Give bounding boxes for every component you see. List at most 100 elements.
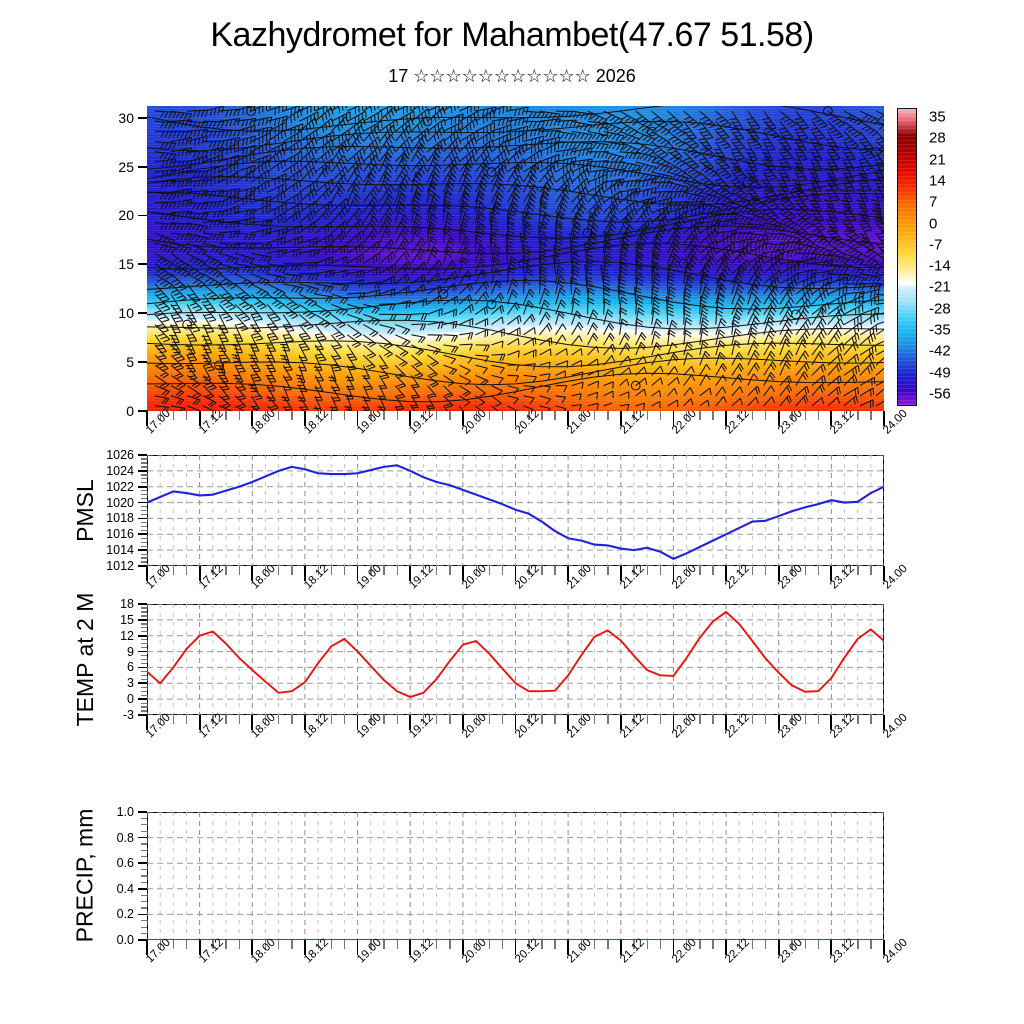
y-tick-label: 1022 xyxy=(106,479,134,494)
x-major-tick xyxy=(409,940,412,955)
x-tick-label: 21.12 xyxy=(617,711,647,741)
x-minor-tick xyxy=(580,411,583,420)
x-tick-label: 18.00 xyxy=(249,936,279,966)
x-major-tick xyxy=(461,940,464,955)
x-minor-tick xyxy=(159,566,162,575)
y-minor-tick xyxy=(141,869,147,871)
x-tick-label: 18.12 xyxy=(301,407,331,437)
x-major-tick xyxy=(725,715,727,730)
x-minor-tick xyxy=(278,566,280,575)
y-major-tick xyxy=(138,454,147,456)
x-minor-tick xyxy=(817,566,820,575)
x-minor-tick xyxy=(593,566,596,575)
x-tick-label: 23.00 xyxy=(775,407,805,437)
x-minor-tick xyxy=(751,715,754,724)
y-tick-label: 0 xyxy=(126,403,134,419)
x-minor-tick xyxy=(383,411,385,420)
x-tick-label: 21.12 xyxy=(617,407,647,437)
x-minor-tick xyxy=(580,940,583,949)
x-minor-tick xyxy=(593,940,596,949)
y-tick-label: 0 xyxy=(127,692,134,707)
x-tick-label: 24.00 xyxy=(881,936,910,966)
x-minor-tick xyxy=(422,566,425,575)
subtitle-year: 2026 xyxy=(595,66,636,86)
x-minor-tick xyxy=(343,715,346,724)
y-minor-tick xyxy=(141,926,147,928)
y-minor-tick xyxy=(141,529,147,532)
y-major-tick xyxy=(138,666,147,669)
x-minor-tick xyxy=(646,411,648,420)
x-minor-tick xyxy=(501,411,504,420)
x-tick-label: 22.12 xyxy=(723,407,752,437)
x-major-tick xyxy=(567,411,570,426)
x-minor-tick xyxy=(501,715,504,724)
colorbar-tick-label: 0 xyxy=(929,215,938,233)
y-minor-tick xyxy=(141,686,147,688)
temperature-colorbar xyxy=(897,108,917,406)
x-minor-tick xyxy=(291,566,293,575)
x-minor-tick xyxy=(844,715,846,724)
x-minor-tick xyxy=(291,940,293,949)
y-major-tick xyxy=(138,410,147,412)
y-minor-tick xyxy=(141,639,147,641)
x-minor-tick xyxy=(264,715,267,724)
x-tick-label: 17.12 xyxy=(196,407,226,437)
y-major-tick xyxy=(138,214,147,217)
x-major-tick xyxy=(672,715,675,730)
colorbar-tick-label: -28 xyxy=(929,300,951,318)
x-minor-tick xyxy=(541,715,543,724)
x-minor-tick xyxy=(791,411,793,420)
x-minor-tick xyxy=(580,715,583,724)
y-minor-tick xyxy=(141,824,147,826)
x-minor-tick xyxy=(765,940,767,949)
x-minor-tick xyxy=(185,566,188,575)
y-tick-label: 1018 xyxy=(106,511,134,526)
y-major-tick xyxy=(138,501,147,504)
x-major-tick xyxy=(251,715,254,730)
y-major-tick xyxy=(138,887,147,890)
x-minor-tick xyxy=(225,715,227,724)
x-minor-tick xyxy=(528,715,530,724)
y-minor-tick xyxy=(141,509,147,512)
x-major-tick xyxy=(830,940,833,955)
x-minor-tick xyxy=(317,411,319,420)
x-minor-tick xyxy=(528,566,530,575)
x-major-tick xyxy=(146,411,148,426)
x-minor-tick xyxy=(317,940,319,949)
y-tick-label: 6 xyxy=(127,660,134,675)
x-minor-tick xyxy=(712,566,714,575)
y-minor-tick xyxy=(141,849,147,852)
x-major-tick xyxy=(672,411,675,426)
x-minor-tick xyxy=(870,566,872,575)
y-major-tick xyxy=(138,361,147,364)
y-minor-tick xyxy=(141,907,147,909)
y-tick-label: 1.0 xyxy=(116,805,134,819)
x-minor-tick xyxy=(212,940,214,949)
y-major-tick xyxy=(138,913,147,916)
y-minor-tick xyxy=(141,490,147,492)
y-tick-label: 9 xyxy=(127,644,134,659)
x-minor-tick xyxy=(857,715,859,724)
y-tick-label: 15 xyxy=(120,612,134,627)
x-minor-tick xyxy=(699,566,701,575)
x-major-tick xyxy=(514,715,517,730)
y-minor-tick xyxy=(141,881,147,884)
x-minor-tick xyxy=(844,566,846,575)
y-minor-tick xyxy=(141,843,147,845)
y-minor-tick xyxy=(141,611,147,613)
x-major-tick xyxy=(198,715,201,730)
x-major-tick xyxy=(619,715,622,730)
x-minor-tick xyxy=(383,940,385,949)
x-minor-tick xyxy=(804,411,806,420)
x-minor-tick xyxy=(857,940,859,949)
x-minor-tick xyxy=(488,715,491,724)
y-tick-label: 0.2 xyxy=(116,907,134,922)
y-tick-label: -3 xyxy=(122,708,134,722)
x-minor-tick xyxy=(751,411,754,420)
x-minor-tick xyxy=(870,940,872,949)
x-minor-tick xyxy=(317,566,319,575)
x-tick-label: 18.00 xyxy=(249,407,279,437)
colorbar-tick-label: -42 xyxy=(929,342,951,360)
x-minor-tick xyxy=(554,566,556,575)
x-minor-tick xyxy=(633,566,635,575)
